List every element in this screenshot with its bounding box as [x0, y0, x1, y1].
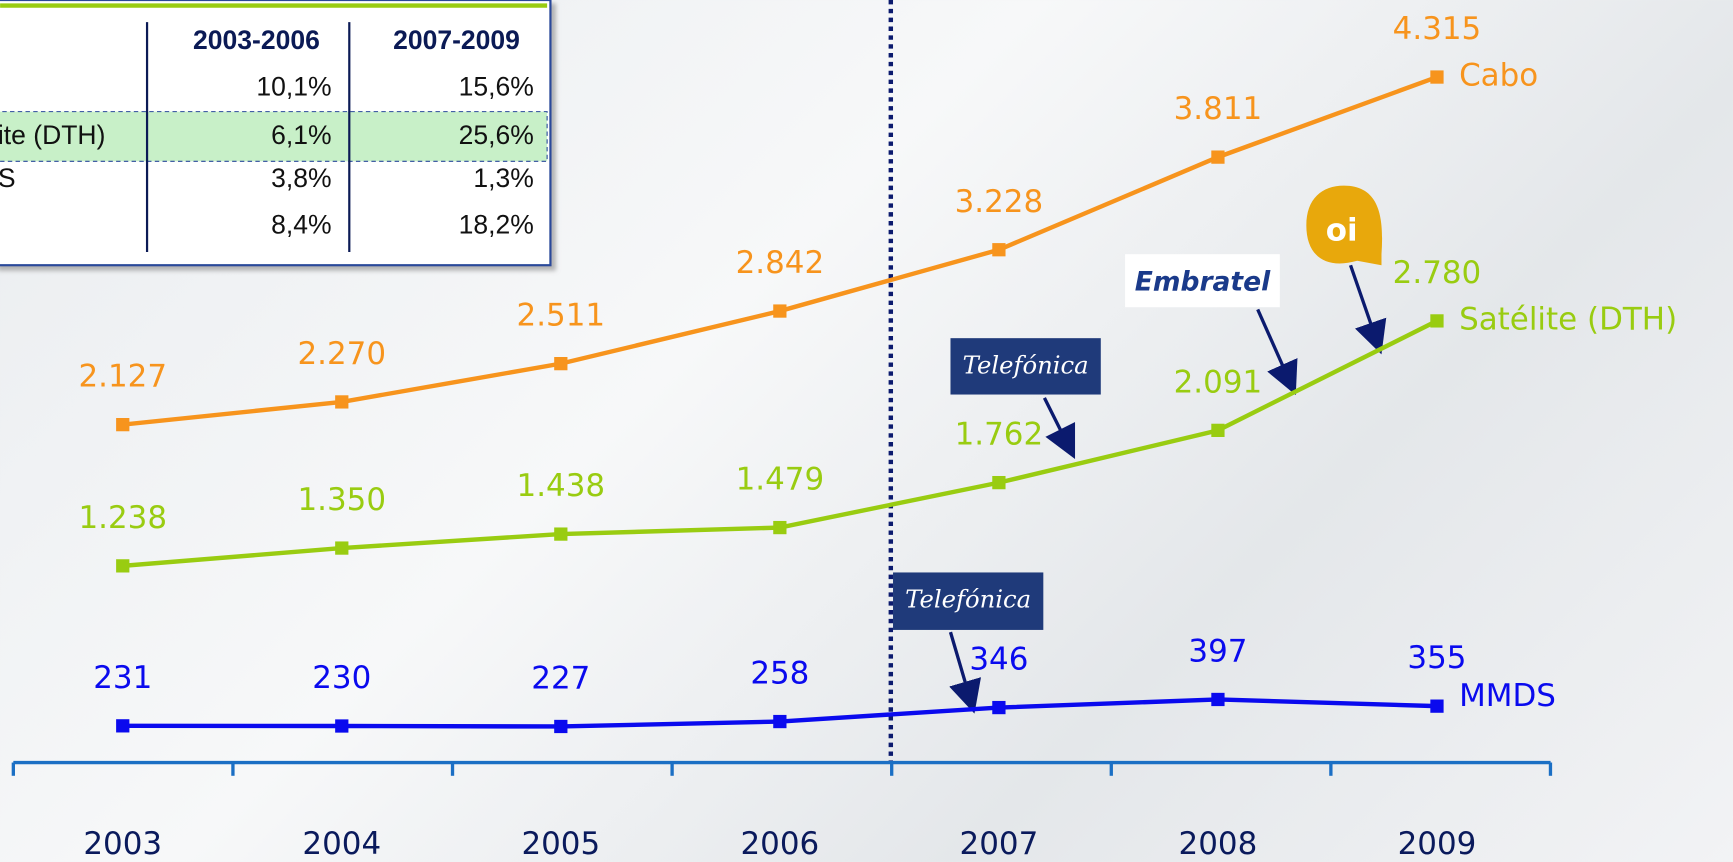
point-marker	[335, 719, 349, 733]
point-marker	[773, 520, 787, 535]
point-marker	[773, 304, 787, 318]
point-marker	[1430, 699, 1444, 713]
table-cell: 25,6%	[459, 120, 534, 150]
value-label: 397	[1188, 634, 1247, 670]
value-label: 1.762	[955, 417, 1044, 453]
arrow	[1348, 264, 1387, 355]
row-label: ite (DTH)	[0, 120, 105, 150]
series-name: Satélite (DTH)	[1459, 301, 1677, 337]
table-cell: 18,2%	[459, 210, 534, 240]
x-tick-label: 2003	[83, 826, 162, 862]
point-marker	[992, 475, 1006, 490]
series-name: Cabo	[1459, 58, 1538, 94]
point-marker	[1430, 314, 1444, 328]
point-marker	[335, 395, 349, 409]
x-tick-label: 2004	[302, 826, 381, 862]
value-label: 2.780	[1393, 255, 1482, 291]
table-header: 2007-2009	[393, 25, 520, 55]
point-marker	[116, 559, 130, 573]
table-cell: 6,1%	[271, 120, 331, 150]
logo-box	[1125, 254, 1280, 308]
table-cell: 1,3%	[473, 163, 533, 193]
logo-text: Telefónica	[963, 350, 1089, 379]
table-header: 2003-2006	[193, 25, 320, 55]
value-label: 2.091	[1174, 364, 1263, 400]
logo-blob	[1306, 185, 1383, 266]
table-cell: 10,1%	[256, 71, 331, 101]
x-tick-label: 2008	[1179, 826, 1258, 862]
logo-box	[950, 338, 1101, 395]
value-label: 2.127	[78, 359, 167, 395]
series-name: MMDS	[1459, 678, 1556, 714]
point-marker	[1211, 150, 1225, 164]
logo-text: Telefónica	[905, 585, 1031, 614]
value-label: 3.228	[955, 184, 1044, 220]
x-tick-label: 2007	[960, 826, 1039, 862]
value-label: 227	[531, 661, 590, 697]
point-marker	[335, 541, 349, 555]
value-label: 3.811	[1174, 91, 1263, 127]
arrows	[948, 264, 1387, 714]
point-marker	[554, 719, 568, 734]
table-cell: 8,4%	[271, 210, 331, 240]
point-marker	[992, 243, 1006, 257]
arrow	[1042, 397, 1076, 460]
logo-text: oi	[1326, 213, 1358, 249]
value-label: 346	[969, 642, 1028, 678]
value-label: 2.511	[517, 298, 606, 334]
logo-text: Embratel	[1135, 266, 1271, 297]
growth-table: 2003-2006 2007-2009 10,1% 15,6% ite (DTH) 6,1…	[0, 0, 552, 267]
value-label: 4.315	[1393, 11, 1482, 47]
highlight-row	[0, 111, 548, 162]
point-marker	[992, 700, 1006, 715]
point-marker	[1211, 692, 1225, 707]
arrow	[1256, 308, 1298, 396]
x-tick-label: 2009	[1398, 826, 1477, 862]
point-marker	[116, 418, 130, 432]
value-label: 2.270	[297, 336, 386, 372]
point-marker	[1430, 70, 1444, 84]
logo-box	[893, 572, 1044, 630]
point-marker	[1211, 423, 1225, 437]
table-cell: 3,8%	[271, 163, 331, 193]
point-marker	[554, 357, 568, 371]
value-label: 1.438	[517, 468, 606, 504]
value-label: 2.842	[736, 245, 825, 281]
point-marker	[773, 714, 787, 729]
x-tick-label: 2006	[740, 826, 819, 862]
value-label: 1.350	[297, 482, 386, 518]
value-label: 231	[93, 660, 152, 696]
table-cell: 15,6%	[459, 71, 534, 101]
value-label: 1.479	[736, 462, 825, 498]
point-marker	[554, 527, 568, 541]
point-marker	[116, 719, 130, 733]
value-label: 1.238	[78, 500, 167, 536]
row-label: S	[0, 163, 16, 193]
value-label: 258	[750, 656, 809, 692]
value-label: 230	[312, 660, 371, 696]
arrow	[948, 631, 982, 714]
x-tick-label: 2005	[521, 826, 600, 862]
value-label: 355	[1407, 640, 1466, 676]
